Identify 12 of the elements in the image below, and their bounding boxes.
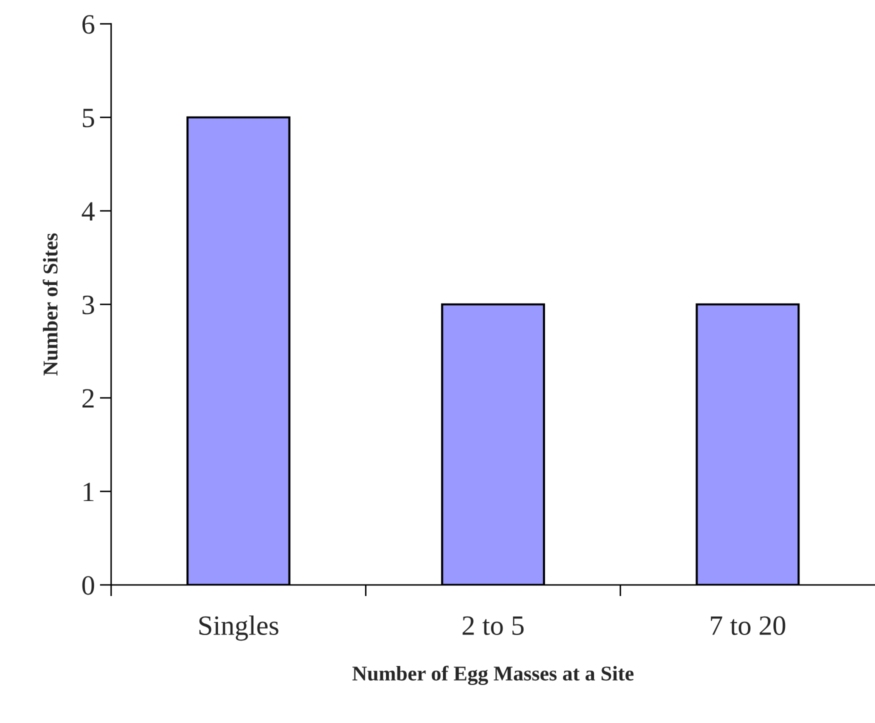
y-tick-label: 0: [82, 576, 94, 595]
x-tick-label: Singles: [199, 615, 278, 641]
x-tick-label: 2 to 5: [462, 616, 524, 636]
x-tick-label: 7 to 20: [710, 616, 786, 636]
x-axis-title: Number of Egg Masses at a Site: [352, 666, 634, 685]
y-tick-label: 6: [82, 15, 94, 34]
y-tick-label: 1: [84, 482, 94, 502]
y-tick-label: 5: [82, 108, 94, 128]
y-tick-label: 2: [82, 389, 94, 408]
y-tick-label: 4: [82, 202, 95, 221]
y-axis-title: Number of Sites: [42, 233, 58, 376]
y-tick-label: 3: [82, 296, 94, 314]
